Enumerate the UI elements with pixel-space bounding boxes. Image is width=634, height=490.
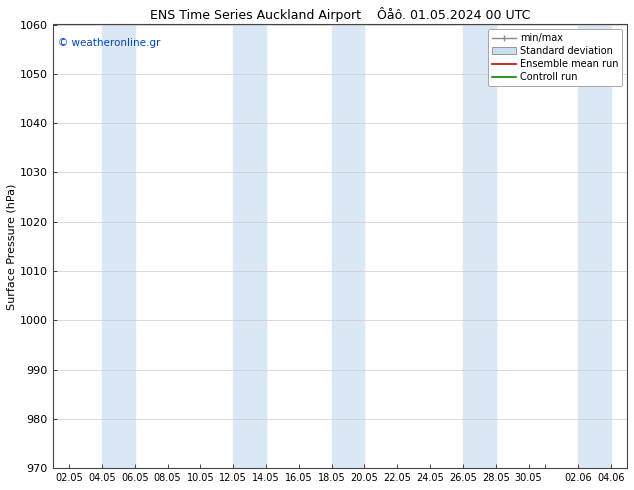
Bar: [102, 24, 135, 468]
Bar: [578, 24, 611, 468]
Legend: min/max, Standard deviation, Ensemble mean run, Controll run: min/max, Standard deviation, Ensemble me…: [488, 29, 622, 86]
Title: ENS Time Series Auckland Airport    Ôåô. 01.05.2024 00 UTC: ENS Time Series Auckland Airport Ôåô. 01…: [150, 7, 530, 22]
Bar: [332, 24, 365, 468]
Y-axis label: Surface Pressure (hPa): Surface Pressure (hPa): [7, 183, 17, 310]
Text: © weatheronline.gr: © weatheronline.gr: [58, 38, 161, 48]
Bar: [233, 24, 266, 468]
Bar: [463, 24, 496, 468]
